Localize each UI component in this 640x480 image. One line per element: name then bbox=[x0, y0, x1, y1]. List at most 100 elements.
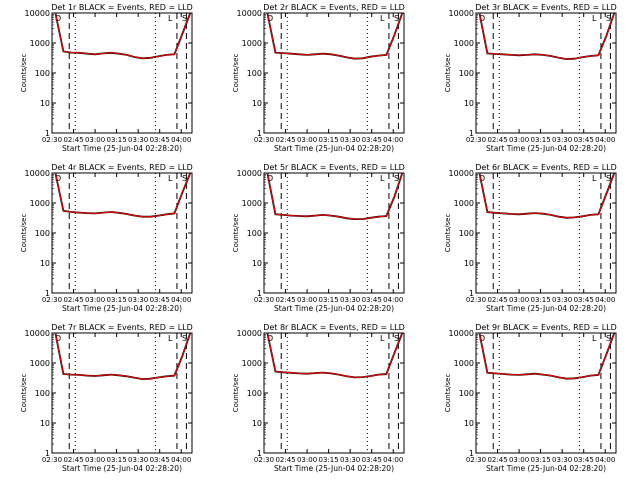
x-tick-label: 03:30 bbox=[340, 456, 360, 464]
y-tick-label: 100 bbox=[35, 229, 50, 238]
series-line-lld bbox=[478, 172, 615, 219]
x-tick-label: 04:00 bbox=[171, 296, 191, 304]
chart-panel-5: 1 10 100 1000 10000 02:30 02:45 03:00 03:15 03:30… bbox=[232, 163, 405, 313]
x-tick-label: 03:00 bbox=[85, 296, 105, 304]
y-axis-label: Counts/sec bbox=[20, 214, 28, 253]
y-tick-label: 1000 bbox=[30, 199, 50, 208]
x-tick-label: 03:45 bbox=[150, 296, 170, 304]
x-tick-label: 03:45 bbox=[574, 136, 594, 144]
y-tick-label: 1 bbox=[45, 129, 50, 138]
chart-title: Det 7r BLACK = Events, RED = LLD bbox=[51, 323, 193, 332]
annotation-s: S bbox=[606, 334, 611, 343]
y-tick-label: 1 bbox=[257, 449, 262, 458]
chart-panel-9: 1 10 100 1000 10000 02:30 02:45 03:00 03:15 03:30… bbox=[444, 323, 617, 473]
chart-panel-4: 1 10 100 1000 10000 02:30 02:45 03:00 03:15 03:30… bbox=[20, 163, 193, 313]
y-tick-label: 1 bbox=[469, 129, 474, 138]
x-tick-label: 03:45 bbox=[362, 456, 382, 464]
series-line-lld bbox=[54, 12, 191, 59]
x-axis-label: Start Time (25-Jun-04 02:28:20) bbox=[62, 464, 182, 473]
x-tick-label: 02:45 bbox=[275, 136, 295, 144]
y-tick-label: 100 bbox=[247, 69, 262, 78]
y-tick-label: 10000 bbox=[237, 329, 262, 338]
annotation-d: D bbox=[267, 334, 273, 343]
y-tick-label: 10000 bbox=[449, 169, 474, 178]
chart-title: Det 8r BLACK = Events, RED = LLD bbox=[263, 323, 405, 332]
annotation-d: D bbox=[479, 334, 485, 343]
x-tick-label: 04:00 bbox=[595, 136, 615, 144]
x-tick-label: 03:15 bbox=[107, 136, 127, 144]
chart-title: Det 1r BLACK = Events, RED = LLD bbox=[51, 3, 193, 12]
x-tick-label: 02:30 bbox=[42, 136, 62, 144]
annotation-l: L bbox=[380, 14, 385, 23]
annotation-l: L bbox=[592, 174, 597, 183]
y-axis-label: Counts/sec bbox=[232, 54, 240, 93]
y-tick-label: 1000 bbox=[454, 199, 474, 208]
annotation-l: L bbox=[168, 14, 173, 23]
x-tick-label: 03:15 bbox=[531, 136, 551, 144]
plot-frame bbox=[51, 332, 193, 454]
annotation-d: D bbox=[55, 334, 61, 343]
x-tick-label: 04:00 bbox=[595, 296, 615, 304]
y-tick-label: 1 bbox=[45, 289, 50, 298]
annotation-s: S bbox=[606, 174, 611, 183]
x-tick-label: 03:45 bbox=[574, 456, 594, 464]
y-tick-label: 100 bbox=[35, 69, 50, 78]
x-tick-label: 03:00 bbox=[509, 136, 529, 144]
chart-title: Det 9r BLACK = Events, RED = LLD bbox=[475, 323, 617, 332]
x-tick-label: 02:30 bbox=[42, 456, 62, 464]
chart-title: Det 3r BLACK = Events, RED = LLD bbox=[475, 3, 617, 12]
x-tick-label: 03:30 bbox=[552, 456, 572, 464]
x-tick-label: 03:00 bbox=[509, 296, 529, 304]
x-tick-label: 02:45 bbox=[275, 296, 295, 304]
y-tick-label: 1000 bbox=[454, 39, 474, 48]
y-tick-label: 10000 bbox=[25, 169, 50, 178]
annotation-s: S bbox=[182, 174, 187, 183]
y-tick-label: 10 bbox=[252, 259, 262, 268]
chart-panel-8: 1 10 100 1000 10000 02:30 02:45 03:00 03:15 03:30… bbox=[232, 323, 405, 473]
annotation-d: D bbox=[55, 14, 61, 23]
y-tick-label: 10 bbox=[252, 99, 262, 108]
x-tick-label: 03:00 bbox=[85, 136, 105, 144]
series-line-lld bbox=[54, 332, 191, 380]
x-tick-label: 02:30 bbox=[42, 296, 62, 304]
y-axis-label: Counts/sec bbox=[444, 214, 452, 253]
y-tick-label: 1 bbox=[45, 449, 50, 458]
plot-frame bbox=[263, 12, 405, 134]
x-tick-label: 02:30 bbox=[466, 296, 486, 304]
x-axis-label: Start Time (25-Jun-04 02:28:20) bbox=[274, 144, 394, 153]
chart-panel-3: 1 10 100 1000 10000 02:30 02:45 03:00 03:15 03:30… bbox=[444, 3, 617, 153]
x-tick-label: 04:00 bbox=[383, 136, 403, 144]
y-tick-label: 100 bbox=[459, 69, 474, 78]
annotation-s: S bbox=[394, 174, 399, 183]
y-axis-label: Counts/sec bbox=[20, 54, 28, 93]
x-tick-label: 04:00 bbox=[595, 456, 615, 464]
x-axis-label: Start Time (25-Jun-04 02:28:20) bbox=[62, 144, 182, 153]
x-tick-label: 02:45 bbox=[275, 456, 295, 464]
y-tick-label: 1000 bbox=[454, 359, 474, 368]
y-tick-label: 1000 bbox=[30, 39, 50, 48]
series-line-lld bbox=[266, 172, 403, 220]
y-axis-label: Counts/sec bbox=[232, 214, 240, 253]
x-tick-label: 02:30 bbox=[466, 456, 486, 464]
y-tick-label: 1000 bbox=[242, 359, 262, 368]
x-axis-label: Start Time (25-Jun-04 02:28:20) bbox=[486, 464, 606, 473]
series-line-lld bbox=[54, 172, 191, 218]
plot-frame bbox=[263, 332, 405, 454]
annotation-l: L bbox=[380, 174, 385, 183]
y-tick-label: 10 bbox=[40, 419, 50, 428]
chart-title: Det 2r BLACK = Events, RED = LLD bbox=[263, 3, 405, 12]
x-tick-label: 04:00 bbox=[383, 296, 403, 304]
x-tick-label: 03:30 bbox=[552, 136, 572, 144]
annotation-l: L bbox=[592, 334, 597, 343]
x-tick-label: 03:30 bbox=[128, 456, 148, 464]
x-tick-label: 02:30 bbox=[254, 456, 274, 464]
series-line-lld bbox=[266, 332, 403, 378]
annotation-s: S bbox=[394, 334, 399, 343]
x-tick-label: 03:30 bbox=[128, 136, 148, 144]
x-tick-label: 03:00 bbox=[297, 136, 317, 144]
y-tick-label: 100 bbox=[35, 389, 50, 398]
x-tick-label: 02:45 bbox=[63, 456, 83, 464]
x-tick-label: 04:00 bbox=[383, 456, 403, 464]
y-tick-label: 10 bbox=[464, 419, 474, 428]
